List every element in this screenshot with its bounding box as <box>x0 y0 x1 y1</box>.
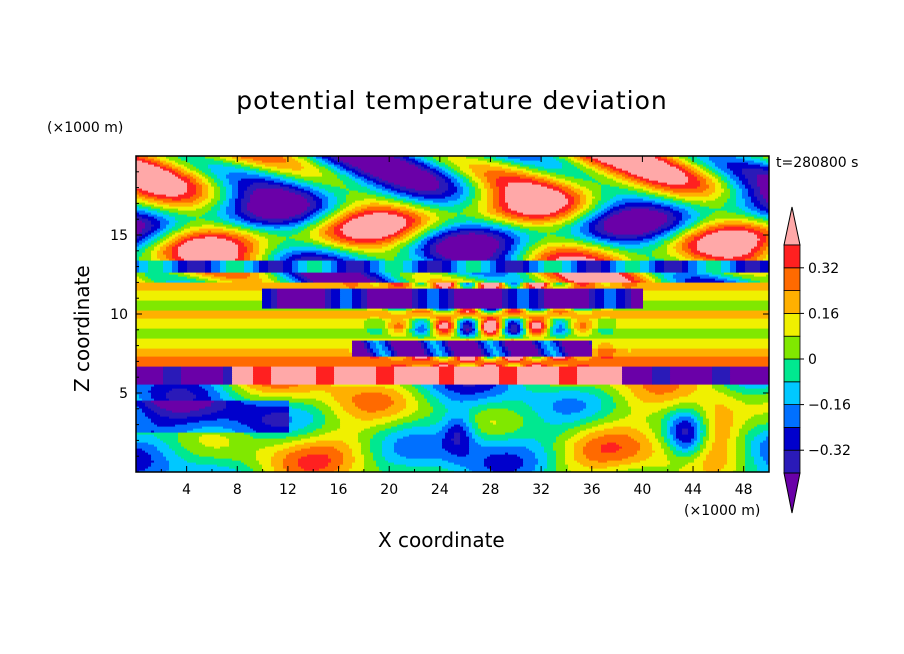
colorbar-label: 0.32 <box>808 261 839 277</box>
colorbar: 0.32 0.16 0 −0.16 −0.32 <box>783 206 851 514</box>
x-tick-label: 20 <box>380 482 398 498</box>
colorbar-segment <box>783 290 801 314</box>
colorbar-label: −0.32 <box>808 443 851 459</box>
colorbar-label: 0 <box>808 352 817 368</box>
y-tick-label: 10 <box>110 307 128 323</box>
colorbar-top-arrow <box>783 206 801 246</box>
x-tick-label: 40 <box>633 482 651 498</box>
colorbar-segment <box>783 404 801 428</box>
colorbar-segment <box>783 335 801 360</box>
colorbar-segment <box>783 267 801 291</box>
time-label: t=280800 s <box>776 155 859 171</box>
colorbar-segment <box>783 381 801 405</box>
colorbar-bottom-arrow <box>783 472 801 514</box>
y-axis-unit: (×1000 m) <box>47 120 124 136</box>
contour-field <box>136 156 769 472</box>
colorbar-label: 0.16 <box>808 306 839 322</box>
y-tick-label: 5 <box>119 386 128 402</box>
x-tick-label: 24 <box>431 482 449 498</box>
chart-title: potential temperature deviation <box>236 86 668 115</box>
colorbar-segment <box>783 449 801 474</box>
x-tick-label: 32 <box>532 482 550 498</box>
colorbar-segment <box>783 426 801 451</box>
colorbar-segment <box>783 358 801 383</box>
x-tick-label: 4 <box>182 482 191 498</box>
x-tick-label: 12 <box>279 482 297 498</box>
colorbar-segment <box>783 244 801 269</box>
colorbar-segment <box>783 312 801 337</box>
x-tick-label: 44 <box>684 482 702 498</box>
y-tick-label: 15 <box>110 228 128 244</box>
x-axis-label: X coordinate <box>378 528 505 552</box>
x-tick-label: 28 <box>482 482 500 498</box>
x-tick-label: 48 <box>735 482 753 498</box>
x-tick-label: 36 <box>583 482 601 498</box>
x-tick-label: 8 <box>233 482 242 498</box>
x-axis-unit: (×1000 m) <box>684 503 761 519</box>
x-tick-label: 16 <box>330 482 348 498</box>
colorbar-label: −0.16 <box>808 398 851 414</box>
